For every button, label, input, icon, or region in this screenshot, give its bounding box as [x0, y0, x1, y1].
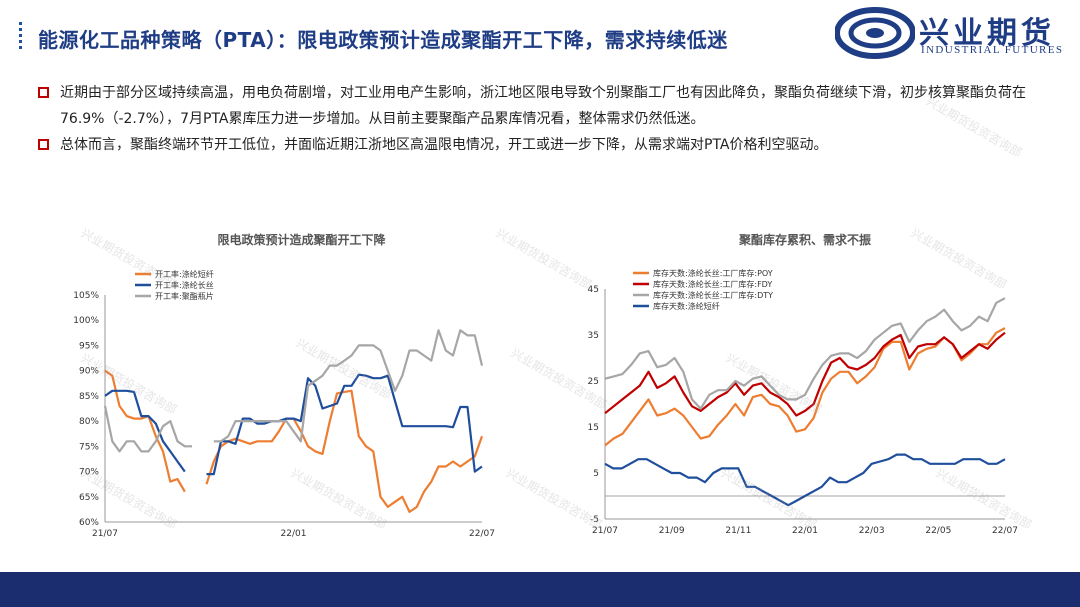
y-tick-label: 5: [593, 469, 599, 479]
y-tick-label: 100%: [73, 316, 99, 326]
logo-emblem-icon: [834, 7, 916, 59]
bullet-square-icon: [38, 87, 49, 98]
series-line: [604, 297, 1006, 410]
y-tick-label: 70%: [79, 468, 99, 478]
chart-title: 聚酯库存累积、需求不振: [738, 232, 871, 247]
x-tick-label: 22/07: [469, 529, 495, 539]
x-tick-label: 21/07: [92, 529, 118, 539]
y-tick-label: 90%: [79, 367, 99, 377]
bullet-text: 总体而言，聚酯终端环节开工低位，并面临近期江浙地区高温限电情况，开工或进一步下降…: [60, 137, 828, 153]
x-tick-label: 21/07: [592, 526, 618, 536]
series-line: [104, 373, 483, 476]
y-tick-label: 45: [588, 285, 599, 295]
series-line: [104, 369, 484, 513]
x-tick-label: 22/07: [992, 526, 1018, 536]
chart-svg: 聚酯库存累积、需求不振 -5 5 15 25 35 45 21/07 21/09 21/11 22/…: [588, 232, 1018, 536]
x-tick-label: 22/03: [859, 526, 885, 536]
bullet-text: 近期由于部分区域持续高温，用电负荷剧增，对工业用电产生影响，浙江地区限电导致个别…: [60, 85, 1026, 127]
legend-label: 库存天数:涤纶长丝:工厂库存:FDY: [653, 279, 772, 289]
y-tick-label: 15: [588, 423, 599, 433]
chart-polyester-inventory-days: 聚酯库存累积、需求不振 -5 5 15 25 35 45 21/07 21/09 21/11 22/…: [560, 222, 1020, 552]
series-line: [604, 453, 1006, 507]
x-tick-label: 22/05: [925, 526, 951, 536]
bullet-item: 总体而言，聚酯终端环节开工低位，并面临近期江浙地区高温限电情况，开工或进一步下降…: [38, 132, 1058, 158]
footer-bar: [0, 572, 1080, 607]
y-tick-label: 95%: [79, 341, 99, 351]
bullet-item: 近期由于部分区域持续高温，用电负荷剧增，对工业用电产生影响，浙江地区限电导致个别…: [38, 80, 1058, 132]
title-accent-bar: [18, 22, 23, 54]
legend-label: 开工率:涤纶短纤: [155, 269, 214, 279]
x-tick-label: 22/01: [792, 526, 818, 536]
bullet-list: 近期由于部分区域持续高温，用电负荷剧增，对工业用电产生影响，浙江地区限电导致个别…: [38, 80, 1058, 158]
logo-english-name: INDUSTRIAL FUTURES: [921, 44, 1064, 56]
company-logo: 兴业期货 INDUSTRIAL FUTURES: [834, 7, 1065, 59]
y-tick-label: 105%: [73, 291, 99, 301]
y-tick-label: 65%: [79, 493, 99, 503]
series-line: [103, 329, 484, 453]
legend-label: 库存天数:涤纶长丝:工厂库存:DTY: [653, 290, 773, 300]
y-tick-label: -5: [590, 515, 599, 525]
x-tick-label: 22/01: [281, 529, 307, 539]
legend-label: 开工率:聚酯瓶片: [155, 291, 214, 301]
logo-chinese-name: 兴业期货: [919, 16, 1055, 51]
chart-polyester-operating-rate: 限电政策预计造成聚酯开工下降 60% 65% 70% 75% 80% 85% 90% 95% 10…: [60, 222, 500, 552]
y-tick-label: 25: [588, 377, 599, 387]
bullet-square-icon: [38, 139, 49, 150]
x-tick-label: 21/09: [659, 526, 685, 536]
x-tick-label: 21/11: [725, 526, 751, 536]
y-tick-label: 85%: [79, 392, 99, 402]
chart-title: 限电政策预计造成聚酯开工下降: [217, 232, 386, 247]
y-tick-label: 80%: [79, 417, 99, 427]
series-line: [604, 331, 1006, 417]
series-line: [604, 327, 1006, 447]
chart-svg: 限电政策预计造成聚酯开工下降 60% 65% 70% 75% 80% 85% 90% 95% 10…: [73, 232, 495, 539]
legend-label: 库存天数:涤纶长丝:工厂库存:POY: [653, 268, 773, 278]
y-tick-label: 75%: [79, 442, 99, 452]
legend-label: 开工率:涤纶长丝: [155, 280, 214, 290]
page-title: 能源化工品种策略（PTA）：限电政策预计造成聚酯开工下降，需求持续低迷: [38, 28, 728, 52]
y-tick-label: 35: [588, 331, 599, 341]
legend-label: 库存天数:涤纶短纤: [653, 301, 720, 311]
y-tick-label: 60%: [79, 518, 99, 528]
